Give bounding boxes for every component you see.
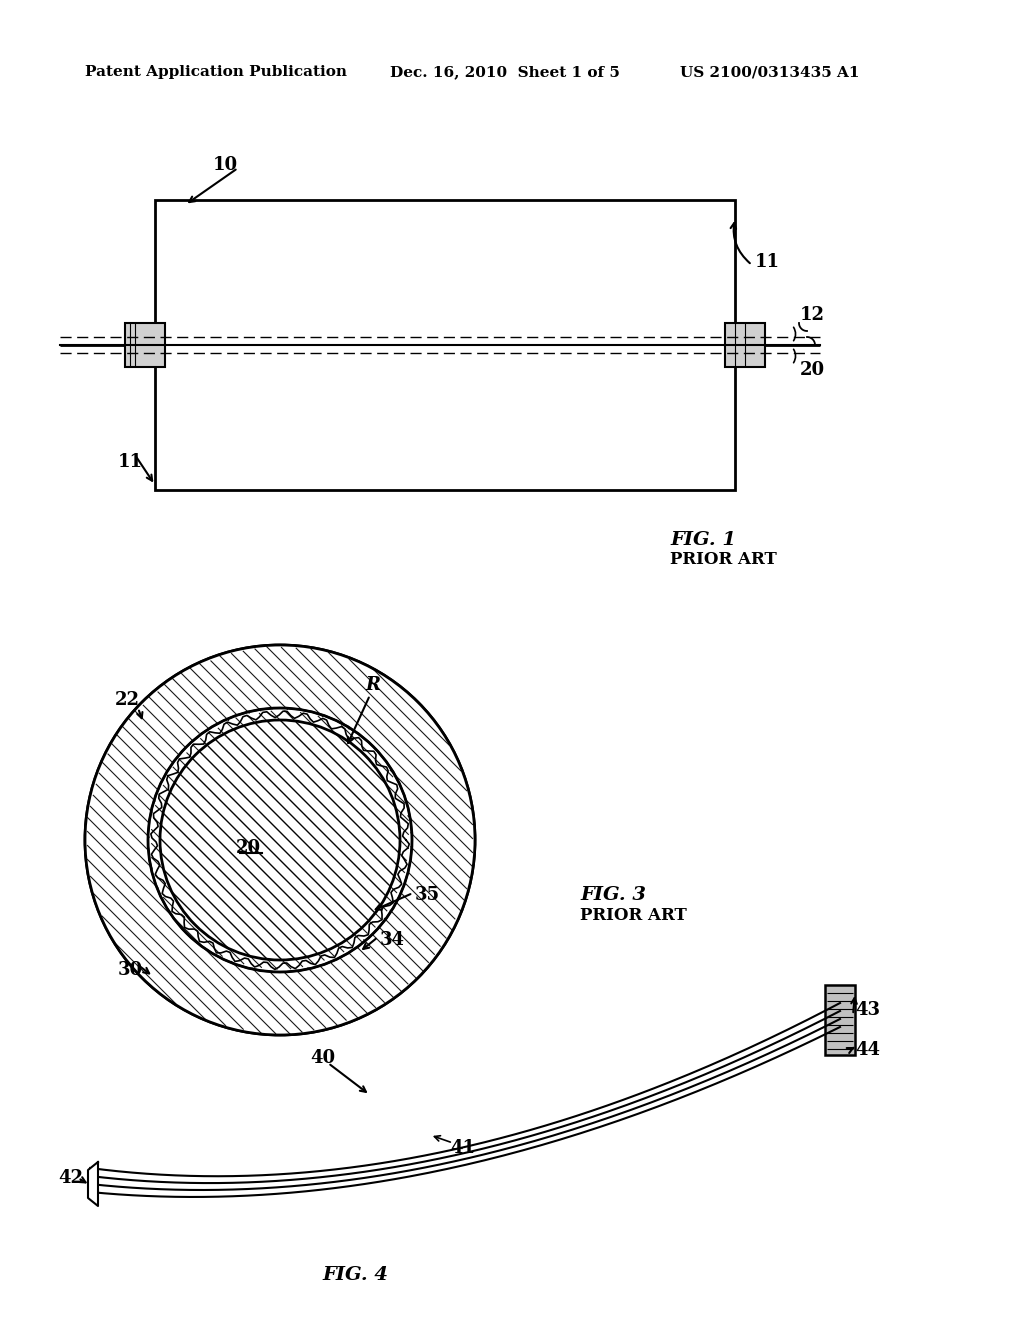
Text: 20: 20 bbox=[236, 840, 260, 857]
Text: 12: 12 bbox=[800, 306, 825, 323]
Bar bbox=[155, 201, 735, 490]
Text: 11: 11 bbox=[118, 453, 143, 471]
Text: 41: 41 bbox=[450, 1139, 475, 1158]
Text: US 2100/0313435 A1: US 2100/0313435 A1 bbox=[680, 65, 859, 79]
Bar bbox=[725, 323, 765, 367]
Bar bbox=[825, 985, 855, 1055]
Circle shape bbox=[148, 708, 412, 972]
Text: FIG. 3: FIG. 3 bbox=[580, 886, 646, 904]
Text: FIG. 1: FIG. 1 bbox=[670, 531, 736, 549]
Text: PRIOR ART: PRIOR ART bbox=[580, 907, 687, 924]
Text: 30: 30 bbox=[118, 961, 143, 979]
Text: 11: 11 bbox=[755, 253, 780, 271]
Text: 22: 22 bbox=[115, 690, 140, 709]
Text: 34: 34 bbox=[380, 931, 406, 949]
Text: Dec. 16, 2010  Sheet 1 of 5: Dec. 16, 2010 Sheet 1 of 5 bbox=[390, 65, 620, 79]
Bar bbox=[125, 323, 165, 367]
Text: FIG. 4: FIG. 4 bbox=[322, 1266, 388, 1284]
Text: 20: 20 bbox=[800, 360, 825, 379]
Text: PRIOR ART: PRIOR ART bbox=[670, 552, 777, 569]
Circle shape bbox=[85, 645, 475, 1035]
Text: 44: 44 bbox=[855, 1041, 880, 1059]
Text: 43: 43 bbox=[855, 1001, 880, 1019]
Polygon shape bbox=[88, 1162, 98, 1206]
Circle shape bbox=[160, 719, 400, 960]
Text: 40: 40 bbox=[310, 1049, 335, 1067]
Text: 42: 42 bbox=[58, 1170, 83, 1187]
Text: Patent Application Publication: Patent Application Publication bbox=[85, 65, 347, 79]
Text: 35: 35 bbox=[415, 886, 440, 904]
Text: 10: 10 bbox=[213, 156, 238, 174]
Circle shape bbox=[150, 710, 410, 970]
Text: R: R bbox=[365, 676, 380, 694]
